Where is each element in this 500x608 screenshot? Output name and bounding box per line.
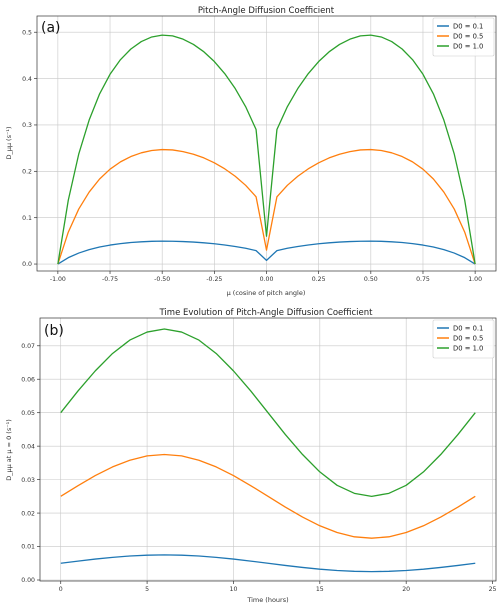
series-line-1 (60, 554, 476, 573)
x-tick-label: 15 (316, 586, 324, 593)
x-tick-label: 0.75 (416, 276, 430, 283)
chart-b-title: Time Evolution of Pitch-Angle Diffusion … (159, 308, 374, 318)
series-line-2 (60, 453, 476, 539)
x-tick-label: 0 (59, 586, 63, 593)
y-tick-label: 0.04 (21, 443, 35, 450)
y-tick-label: 0.05 (21, 410, 35, 417)
chart-a-legend: D0 = 0.1 D0 = 0.5 D0 = 1.0 (432, 17, 495, 57)
chart-b-panel-label: (b) (44, 323, 64, 339)
y-tick-label: 0.02 (21, 510, 35, 517)
x-tick-label: -0.75 (102, 276, 118, 283)
chart-a-x-axis-label: μ (cosine of pitch angle) (227, 289, 306, 297)
x-tick-label: 0.25 (312, 276, 326, 283)
chart-a-y-axis-label: D_μμ (s⁻¹) (5, 126, 13, 159)
chart-b-x-axis-label: Time (hours) (246, 596, 288, 604)
chart-b-grid (40, 318, 496, 581)
y-tick-label: 0.07 (21, 343, 35, 350)
legend-label: D0 = 0.5 (453, 32, 483, 40)
x-tick-label: 1.00 (468, 276, 482, 283)
chart-a-title: Pitch-Angle Diffusion Coefficient (198, 6, 335, 16)
chart-a-series (57, 34, 476, 265)
x-tick-label: 0.50 (364, 276, 378, 283)
legend-label: D0 = 0.1 (453, 324, 483, 332)
x-tick-label: 25 (489, 586, 497, 593)
x-tick-label: -0.50 (154, 276, 170, 283)
series-line-1 (57, 240, 476, 265)
x-tick-label: 0.00 (260, 276, 274, 283)
y-tick-label: 0.0 (22, 261, 32, 268)
legend-label: D0 = 0.5 (453, 334, 483, 342)
y-tick-label: 0.01 (21, 544, 35, 551)
chart-b-y-axis-label: D_μμ at μ = 0 (s⁻¹) (5, 419, 13, 481)
chart-a-panel-label: (a) (41, 20, 61, 36)
x-tick-label: 20 (402, 586, 410, 593)
chart-b-plot-frame (39, 317, 497, 582)
chart-a-grid (37, 16, 496, 271)
y-tick-label: 0.03 (21, 477, 35, 484)
series-line-3 (60, 328, 476, 497)
chart-b: Time Evolution of Pitch-Angle Diffusion … (5, 308, 497, 604)
y-tick-label: 0.1 (22, 215, 32, 222)
series-line-2 (57, 148, 476, 265)
y-tick-label: 0.5 (22, 29, 32, 36)
y-tick-label: 0.4 (22, 76, 32, 83)
y-tick-label: 0.2 (22, 169, 32, 176)
x-tick-label: -1.00 (50, 276, 66, 283)
legend-label: D0 = 1.0 (453, 344, 483, 352)
x-tick-label: 5 (145, 586, 149, 593)
chart-b-ticks: 0 5 10 15 20 25 0.00 0.01 0.02 0.03 0.04 0.05 0.06 0.… (21, 343, 496, 593)
chart-b-series (60, 328, 476, 573)
y-tick-label: 0.06 (21, 376, 35, 383)
chart-b-legend: D0 = 0.1 D0 = 0.5 D0 = 1.0 (432, 319, 495, 359)
legend-label: D0 = 0.1 (453, 22, 483, 30)
y-tick-label: 0.00 (21, 577, 35, 584)
chart-a: Pitch-Angle Diffusion Coefficient (a) -1… (5, 6, 497, 297)
x-tick-label: 10 (230, 586, 238, 593)
y-tick-label: 0.3 (22, 122, 32, 129)
chart-a-ticks: -1.00 -0.75 -0.50 -0.25 0.00 0.25 0.50 0.75 1.00… (22, 29, 482, 283)
x-tick-label: -0.25 (206, 276, 222, 283)
legend-label: D0 = 1.0 (453, 42, 483, 50)
series-line-3 (57, 34, 476, 265)
